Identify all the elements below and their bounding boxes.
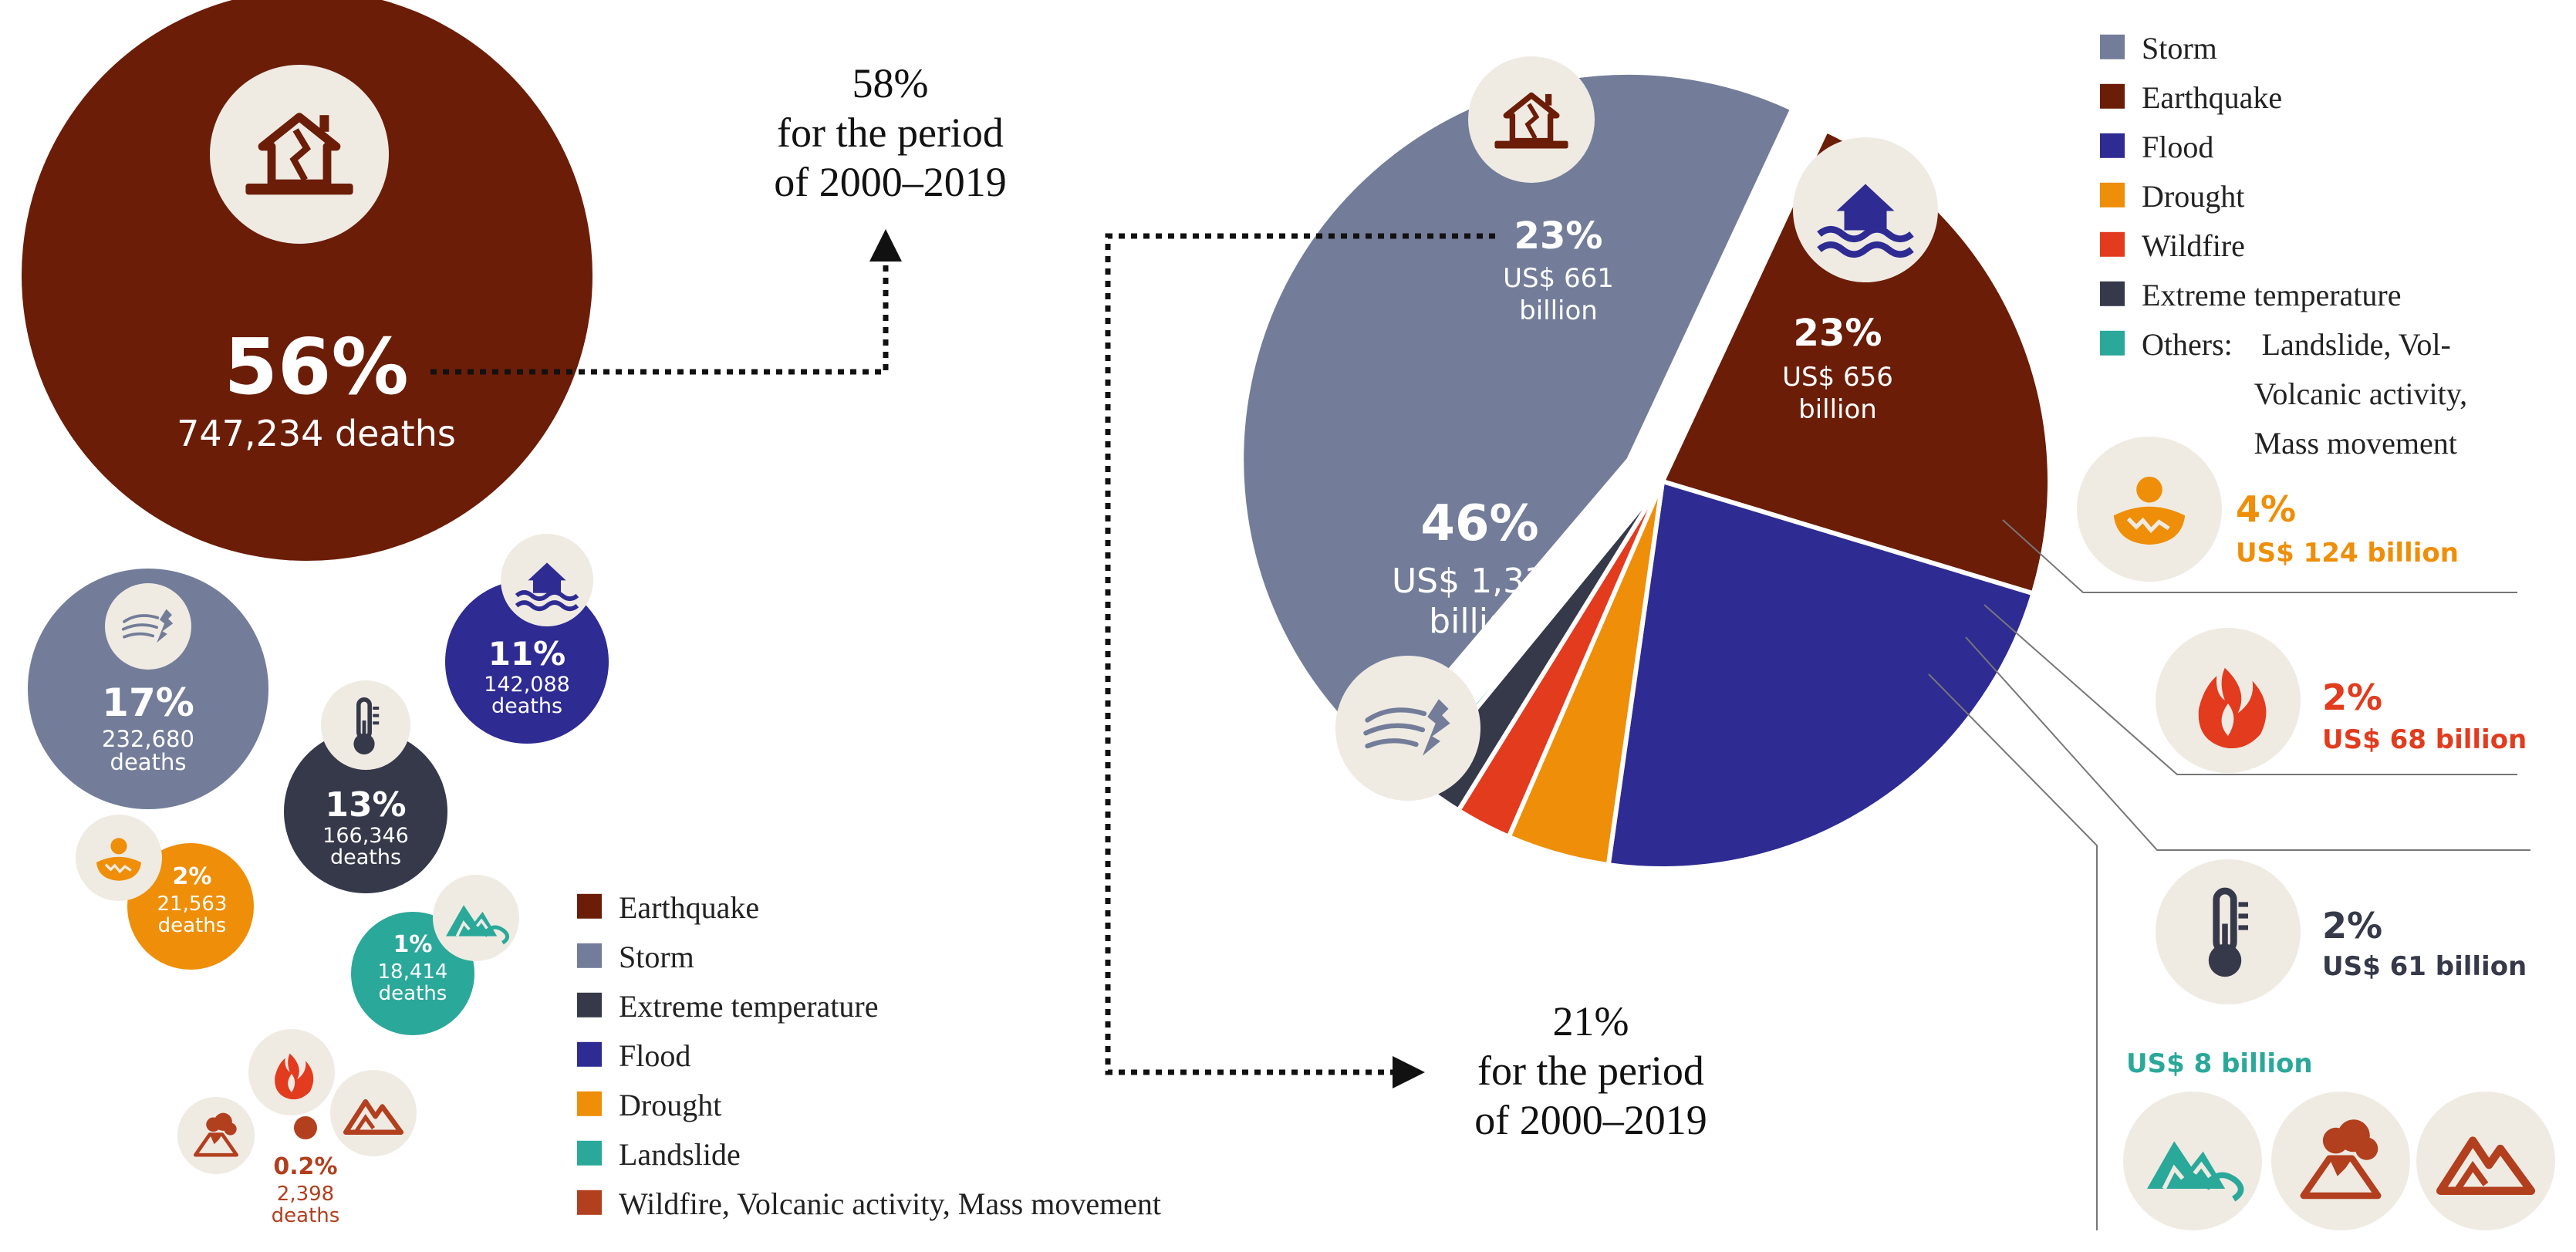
dotted-connector-deaths [430, 229, 902, 375]
pie-label-extreme-temperature-amount: US$ 61 billion [2322, 951, 2527, 982]
pie-label-earthquake-percent: 23% [1514, 214, 1603, 258]
bubble-label-wildfire-percent: 0.2% [273, 1153, 337, 1180]
legend-swatch-wildfire-volcanic-activity-mass-movement [577, 1190, 602, 1215]
legend-label: Flood [619, 1038, 690, 1073]
bubble-label-storm-count-unit: deaths [110, 749, 187, 775]
pie-label-flood-amount-unit: billion [1798, 394, 1877, 425]
legend-swatch-drought [577, 1091, 602, 1116]
pie-slice-storm [1239, 69, 1796, 758]
legend-swatch-drought [2100, 182, 2125, 208]
legend-swatch-flood [2100, 133, 2125, 158]
legend-swatch-landslide [577, 1140, 602, 1166]
bubble-drought [127, 843, 254, 970]
bubble-label-landslide-count: 18,414 [378, 960, 448, 984]
losses-legend: Storm Earthquake Flood Drought Wildfire Extre… [2100, 31, 2467, 461]
deaths-bubble-chart: 56% 747,234 deaths 17% 232,680 deaths 11… [22, 0, 1161, 1227]
legend-swatch-storm [2100, 34, 2125, 59]
pie-label-drought-percent: 4% [2236, 488, 2296, 530]
bubble-label-drought-percent: 2% [173, 863, 212, 890]
pie-label-others-amount: US$ 8 billion [2126, 1048, 2313, 1079]
bubble-label-landslide-count-unit: deaths [379, 982, 447, 1005]
icon-badge-landslide [433, 875, 519, 961]
legend-label: Landslide [619, 1137, 741, 1172]
legend-label-continued: Mass movement [2254, 426, 2457, 461]
deaths-annotation-line-2: for the period [777, 110, 1004, 156]
pie-label-earthquake-amount: US$ 661 [1503, 263, 1614, 294]
bubble-wildfire-volcanic-mass [294, 1116, 317, 1139]
legend-label: Drought [2142, 179, 2244, 214]
bubble-label-earthquake-count: 747,234 deaths [177, 413, 456, 454]
pie-slices [1239, 69, 2052, 871]
legend-label: Flood [2142, 130, 2213, 164]
bubble-label-storm-count: 232,680 [102, 726, 194, 752]
legend-label: Earthquake [2142, 80, 2282, 115]
bubble-label-storm-percent: 17% [102, 680, 194, 725]
legend-swatch-extreme-temperature [577, 992, 602, 1017]
bubble-label-drought-count-unit: deaths [158, 914, 227, 937]
losses-annotation-line-3: of 2000–2019 [1474, 1097, 1707, 1143]
legend-label: Storm [2142, 31, 2217, 66]
bubble-label-extreme-temperature-count: 166,346 [322, 824, 409, 848]
pie-label-storm-amount: US$ 1,330 [1392, 562, 1568, 601]
bubble-label-extreme-temperature-percent: 13% [325, 785, 406, 825]
legend-swatch-flood [577, 1041, 602, 1067]
legend-label: Wildfire [2142, 228, 2245, 263]
leader-line-others [1928, 673, 2098, 1230]
pie-label-flood-percent: 23% [1794, 312, 1882, 355]
legend-label: Wildfire, Volcanic activity, Mass moveme… [619, 1186, 1161, 1221]
pie-label-wildfire-percent: 2% [2322, 677, 2382, 718]
pie-label-earthquake-amount-unit: billion [1519, 295, 1598, 326]
pie-label-storm-percent: 46% [1420, 495, 1538, 552]
legend-swatch-earthquake [2100, 83, 2125, 109]
bubble-label-wildfire-count-unit: deaths [272, 1204, 340, 1227]
leader-line-wildfire [1983, 604, 2517, 775]
pie-slice-flood [1605, 478, 2037, 871]
legend-swatch-earthquake [577, 893, 602, 919]
bubble-storm [28, 569, 268, 809]
bubble-label-flood-count: 142,088 [484, 673, 570, 697]
legend-label: Earthquake [619, 890, 759, 925]
losses-pie-chart: 23% US$ 661 billion 23% US$ 656 billion … [1105, 31, 2555, 1230]
bubble-label-drought-count: 21,563 [157, 893, 228, 916]
legend-label-continued: Landslide, Vol- [2262, 327, 2451, 362]
losses-annotation-line-1: 21% [1553, 998, 1629, 1044]
pie-label-wildfire-amount: US$ 68 billion [2322, 724, 2527, 755]
legend-label-continued: Volcanic activity, [2254, 376, 2468, 411]
losses-annotation-line-2: for the period [1477, 1048, 1704, 1094]
bubble-label-landslide-percent: 1% [393, 931, 433, 958]
legend-label: Others: [2142, 327, 2233, 362]
icon-badge-landslide-pie [2123, 1092, 2262, 1230]
legend-swatch-storm [577, 943, 602, 968]
legend-label: Extreme temperature [2142, 278, 2401, 312]
dotted-connector-losses [1105, 233, 1495, 1088]
legend-swatch-extreme-temperature [2100, 281, 2125, 306]
deaths-annotation-line-1: 58% [852, 60, 929, 106]
pie-label-drought-amount: US$ 124 billion [2236, 538, 2459, 569]
legend-swatch-wildfire [2100, 231, 2125, 257]
pie-label-extreme-temperature-percent: 2% [2322, 905, 2382, 947]
deaths-legend: Earthquake Storm Extreme temperature Flood D… [577, 890, 1161, 1221]
bubble-extreme-temperature [284, 730, 447, 893]
bubble-label-flood-percent: 11% [488, 635, 566, 673]
legend-label: Drought [619, 1088, 721, 1122]
leader-line-extreme-temperature [1965, 636, 2530, 851]
bubble-label-flood-count-unit: deaths [491, 694, 562, 718]
legend-label: Storm [619, 940, 694, 974]
bubble-label-earthquake-percent: 56% [224, 322, 408, 412]
icon-badge-extreme-temperature-pie [2156, 859, 2301, 1004]
deaths-annotation-line-3: of 2000–2019 [774, 159, 1006, 205]
bubble-label-wildfire-count: 2,398 [277, 1183, 334, 1206]
pie-label-storm-amount-unit: billion [1429, 602, 1531, 641]
legend-label: Extreme temperature [619, 989, 878, 1024]
bubble-label-extreme-temperature-count-unit: deaths [330, 845, 401, 869]
leader-line-drought [2002, 519, 2517, 593]
legend-swatch-others- [2100, 330, 2125, 356]
pie-label-flood-amount: US$ 656 [1782, 362, 1893, 393]
bubble-earthquake [22, 0, 593, 561]
